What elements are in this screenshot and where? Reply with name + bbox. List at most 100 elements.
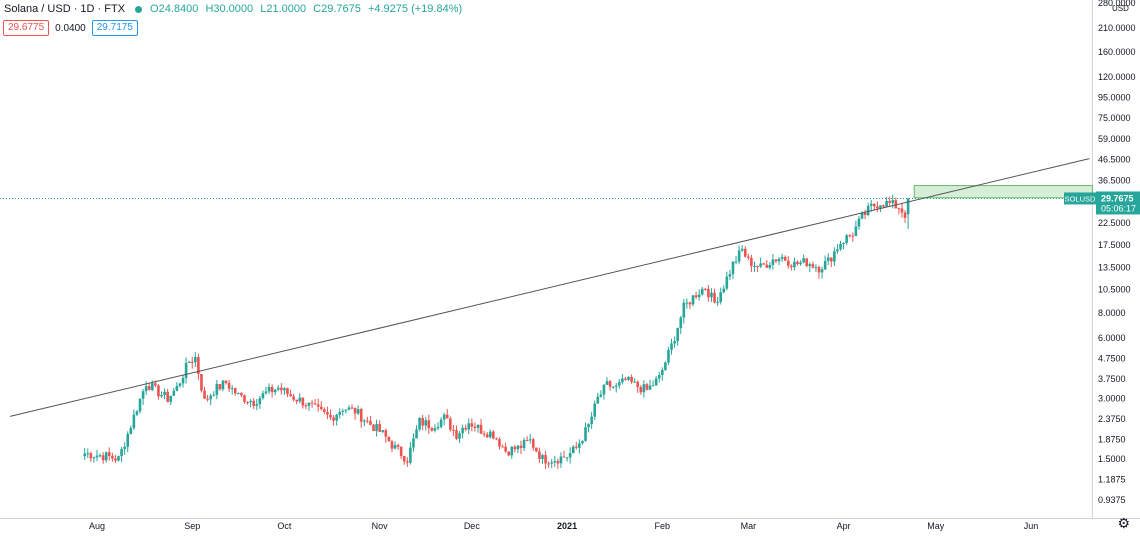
candle-body <box>488 431 492 438</box>
candle-body <box>897 208 901 210</box>
candle-body <box>740 248 744 251</box>
candle-body <box>608 381 612 387</box>
price-tick-label: 3.7500 <box>1098 374 1126 384</box>
candle-body <box>485 434 489 438</box>
symbol-tag-label: SOLUSD <box>1065 194 1096 203</box>
candle-body <box>144 386 148 392</box>
resistance-zone <box>913 185 1093 199</box>
candle-body <box>295 399 299 402</box>
candle-body <box>731 261 735 275</box>
candle-body <box>688 302 692 305</box>
candle-body <box>866 205 870 216</box>
candle-body <box>172 390 176 396</box>
settings-gear-icon[interactable]: ⚙ <box>1117 515 1130 531</box>
candle-body <box>777 258 781 262</box>
candle-body <box>691 295 695 305</box>
candle-body <box>464 427 467 430</box>
candle-body <box>768 264 772 268</box>
candle-body <box>700 288 704 295</box>
candle-body <box>384 430 388 437</box>
candle-body <box>307 402 311 406</box>
quote-bar: 29.6775 0.0400 29.7175 <box>3 20 138 36</box>
candle-body <box>237 393 240 395</box>
candle-body <box>98 455 102 457</box>
candle-body <box>900 208 904 213</box>
candle-body <box>402 456 406 462</box>
candle-body <box>473 426 477 428</box>
candle-body <box>894 200 898 209</box>
candle-body <box>243 395 246 402</box>
candle-body <box>436 426 440 429</box>
candle-body <box>525 440 529 442</box>
candle-body <box>341 410 345 412</box>
candle-body <box>544 455 547 464</box>
price-tick-label: 1.1875 <box>1098 474 1126 484</box>
candle-body <box>470 423 474 427</box>
buy-button[interactable]: 29.7175 <box>91 20 138 36</box>
sell-button[interactable]: 29.6775 <box>3 20 50 36</box>
candle-body <box>836 249 839 252</box>
candle-body <box>381 430 385 432</box>
time-tick-label: 2021 <box>557 521 577 531</box>
candle-body <box>584 427 587 441</box>
candle-body <box>135 411 139 415</box>
candle-body <box>350 407 354 409</box>
candle-body <box>197 357 200 375</box>
candle-body <box>860 212 864 219</box>
candle-body <box>725 276 729 289</box>
candle-body <box>645 384 649 390</box>
candle-body <box>820 269 824 273</box>
time-tick-label: Nov <box>372 521 389 531</box>
price-tick-label: 280.0000 <box>1098 0 1136 8</box>
candle-body <box>639 387 643 393</box>
candle-body <box>332 417 335 421</box>
candle-body <box>160 394 163 397</box>
candle-body <box>301 397 305 406</box>
candle-body <box>707 288 710 298</box>
candle-body <box>304 405 308 407</box>
candle-body <box>568 453 572 458</box>
candle-body <box>353 407 357 414</box>
price-tick-label: 95.0000 <box>1098 92 1131 102</box>
candle-body <box>157 385 160 397</box>
candle-body <box>452 429 455 431</box>
high-value: 30.0000 <box>213 3 254 15</box>
candle-body <box>657 375 661 379</box>
candle-body <box>347 407 351 410</box>
candle-body <box>605 381 609 385</box>
price-tick-label: 160.0000 <box>1098 47 1136 57</box>
candle-body <box>313 403 317 405</box>
candle-body <box>132 414 136 429</box>
candle-body <box>298 397 302 402</box>
candle-body <box>209 395 212 400</box>
candle-body <box>218 384 222 390</box>
candle-body <box>571 446 575 454</box>
candle-body <box>510 446 514 456</box>
last-price-tag <box>1096 191 1140 215</box>
candle-body <box>92 457 96 459</box>
symbol-title[interactable]: Solana / USD · 1D · FTX <box>4 3 126 15</box>
candle-body <box>366 420 369 422</box>
candle-body <box>664 362 667 370</box>
candle-body <box>863 212 867 216</box>
candle-body <box>885 200 888 207</box>
candle-body <box>492 431 495 439</box>
candle-body <box>206 398 209 400</box>
price-tick-label: 75.0000 <box>1098 113 1131 123</box>
candle-body <box>458 433 461 439</box>
candle-body <box>390 441 394 449</box>
candle-body <box>316 404 320 407</box>
candle-body <box>273 389 277 393</box>
price-tick-label: 17.5000 <box>1098 240 1131 250</box>
candle-body <box>630 376 633 383</box>
candle-body <box>504 446 507 452</box>
candle-body <box>538 451 541 459</box>
candle-body <box>587 423 590 428</box>
price-tick-label: 10.5000 <box>1098 284 1131 294</box>
candle-body <box>215 384 219 395</box>
candle-body <box>734 261 738 263</box>
candle-body <box>747 256 750 258</box>
candle-body <box>129 428 133 434</box>
price-tick-label: 46.5000 <box>1098 155 1131 165</box>
